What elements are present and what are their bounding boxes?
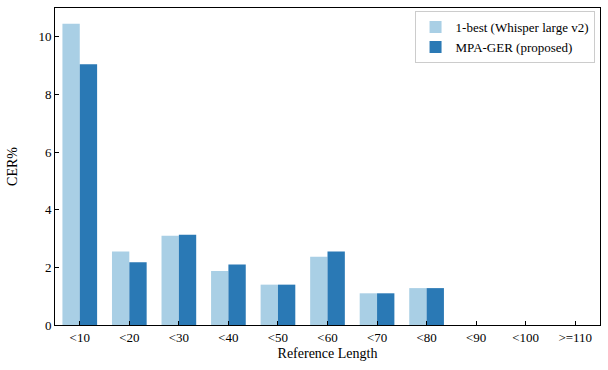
svg-text:0: 0	[45, 318, 52, 333]
svg-text:10: 10	[38, 29, 51, 44]
svg-text:MPA-GER (proposed): MPA-GER (proposed)	[456, 40, 573, 55]
svg-text:<80: <80	[416, 330, 436, 345]
svg-text:<20: <20	[119, 330, 139, 345]
svg-text:<30: <30	[169, 330, 189, 345]
svg-text:<70: <70	[367, 330, 387, 345]
svg-text:<60: <60	[317, 330, 337, 345]
svg-text:<100: <100	[512, 330, 539, 345]
svg-text:Reference Length: Reference Length	[278, 346, 378, 361]
svg-text:4: 4	[45, 202, 52, 217]
svg-text:6: 6	[45, 145, 52, 160]
svg-text:<90: <90	[466, 330, 486, 345]
svg-text:8: 8	[45, 87, 52, 102]
svg-text:CER%: CER%	[5, 147, 20, 186]
svg-text:<50: <50	[268, 330, 288, 345]
svg-text:>=110: >=110	[558, 330, 592, 345]
svg-text:<10: <10	[70, 330, 90, 345]
svg-text:2: 2	[45, 260, 52, 275]
svg-text:1-best (Whisper large v2): 1-best (Whisper large v2)	[456, 20, 589, 35]
svg-text:<40: <40	[218, 330, 238, 345]
